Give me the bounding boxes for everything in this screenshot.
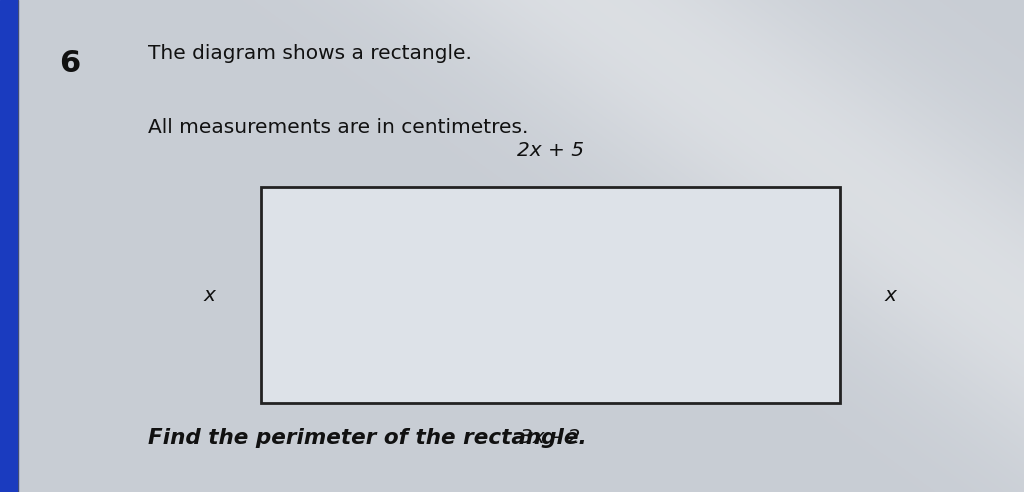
- Text: Find the perimeter of the rectangle.: Find the perimeter of the rectangle.: [148, 428, 587, 448]
- Bar: [261, 187, 840, 403]
- Bar: [0, 0, 18, 492]
- Text: The diagram shows a rectangle.: The diagram shows a rectangle.: [148, 44, 472, 63]
- Text: x: x: [204, 286, 216, 305]
- Text: 6: 6: [59, 49, 81, 78]
- Text: All measurements are in centimetres.: All measurements are in centimetres.: [148, 118, 528, 137]
- Text: x: x: [885, 286, 897, 305]
- Text: 3x – 2: 3x – 2: [520, 428, 581, 447]
- Text: 2x + 5: 2x + 5: [517, 141, 584, 160]
